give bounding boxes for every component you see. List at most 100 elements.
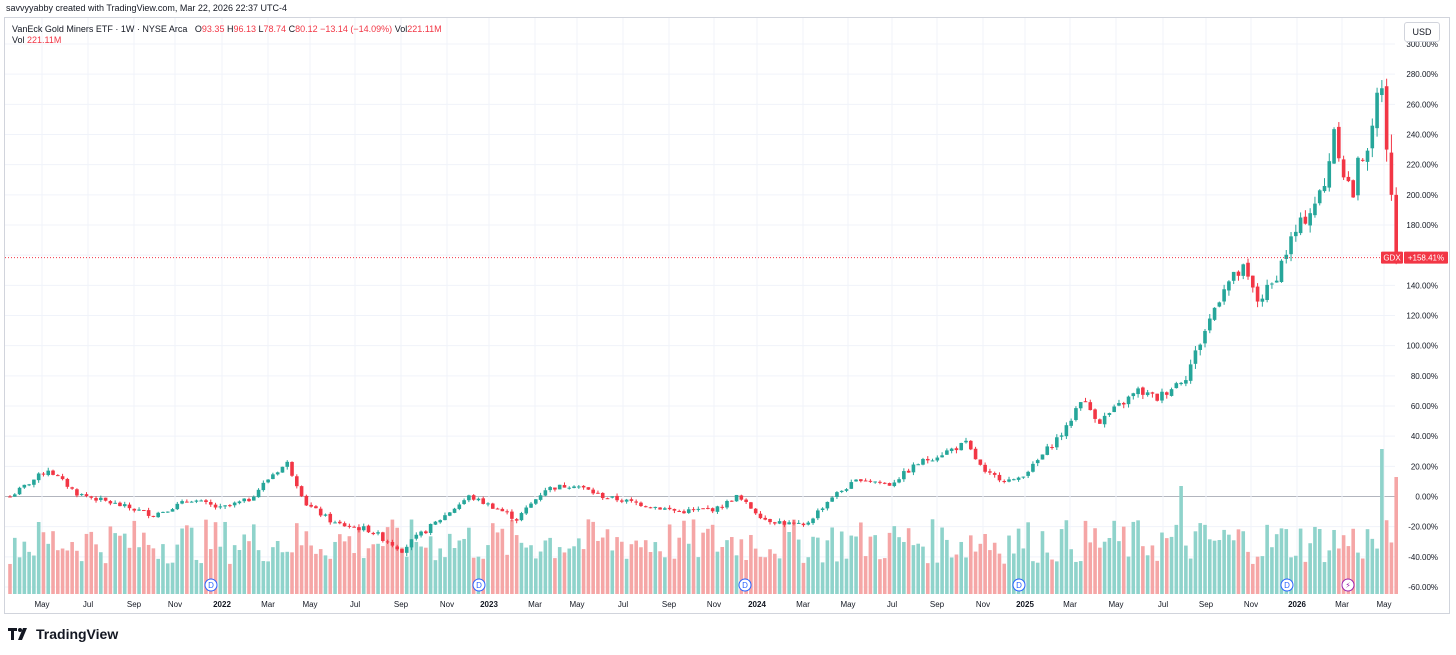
volume-bar bbox=[1351, 528, 1355, 594]
candle-body bbox=[643, 506, 648, 508]
candle-body bbox=[892, 482, 897, 487]
volume-bar bbox=[1117, 541, 1121, 594]
volume-bar bbox=[1031, 561, 1035, 594]
volume-bar bbox=[180, 528, 184, 594]
volume-bar bbox=[400, 547, 404, 594]
high-value: 96.13 bbox=[233, 24, 256, 34]
close-value: 80.12 bbox=[295, 24, 318, 34]
candle-body bbox=[1193, 350, 1198, 364]
y-tick-label: 280.00% bbox=[1406, 70, 1438, 79]
x-tick-label: 2026 bbox=[1288, 600, 1306, 609]
candle-body bbox=[32, 479, 36, 485]
candle-body bbox=[1356, 157, 1360, 196]
volume-bar bbox=[1074, 561, 1078, 594]
dividend-marker[interactable]: D bbox=[204, 578, 218, 592]
candle-layer bbox=[8, 78, 1398, 557]
dividend-marker[interactable]: D bbox=[1012, 578, 1026, 592]
candle-body bbox=[500, 508, 505, 512]
symbol-name[interactable]: VanEck Gold Miners ETF · 1W · NYSE Arca bbox=[12, 24, 188, 34]
candle-body bbox=[1136, 388, 1140, 395]
y-tick-label: 20.00% bbox=[1411, 462, 1438, 471]
candle-body bbox=[629, 499, 634, 501]
volume-bar bbox=[204, 519, 208, 594]
volume-bar bbox=[56, 550, 60, 594]
tradingview-logo[interactable]: TradingView bbox=[8, 626, 118, 642]
volume-bar bbox=[1012, 553, 1016, 594]
candle-body bbox=[572, 486, 576, 489]
volume-bar bbox=[1050, 559, 1054, 594]
volume-bar bbox=[548, 537, 552, 594]
candle-body bbox=[1021, 476, 1026, 478]
volume-bar bbox=[146, 544, 151, 594]
volume-bar bbox=[816, 537, 820, 594]
candle-body bbox=[1289, 236, 1293, 255]
candle-body bbox=[940, 455, 944, 458]
volume-bar bbox=[1131, 521, 1136, 594]
candle-body bbox=[60, 476, 65, 480]
candle-body bbox=[634, 501, 638, 503]
volume-bar bbox=[859, 522, 863, 594]
volume-bar bbox=[1384, 520, 1389, 594]
candle-body bbox=[954, 448, 959, 451]
volume-bar bbox=[409, 519, 414, 594]
volume-bar bbox=[1179, 486, 1183, 594]
candle-body bbox=[744, 499, 748, 502]
volume-bar bbox=[495, 532, 500, 594]
x-tick-label: Nov bbox=[976, 600, 990, 609]
candle-body bbox=[1265, 284, 1269, 300]
volume-bar bbox=[992, 542, 997, 594]
candle-body bbox=[366, 525, 371, 533]
volume-bar bbox=[41, 532, 46, 594]
volume-bar bbox=[553, 558, 557, 594]
candle-body bbox=[882, 482, 887, 484]
candle-body bbox=[84, 494, 89, 497]
dividend-marker[interactable]: D bbox=[1280, 578, 1294, 592]
volume-bar bbox=[672, 558, 677, 594]
candle-body bbox=[1394, 194, 1398, 258]
volume-bar bbox=[290, 552, 294, 594]
candle-body bbox=[557, 484, 562, 490]
volume-bar bbox=[1298, 528, 1303, 594]
volume-bar bbox=[868, 536, 873, 594]
dividend-marker[interactable]: D bbox=[738, 578, 752, 592]
currency-selector[interactable]: USD bbox=[1404, 22, 1440, 42]
dividend-marker[interactable]: D bbox=[472, 578, 486, 592]
volume-bar bbox=[1021, 548, 1026, 594]
volume-bar bbox=[835, 561, 839, 594]
candle-body bbox=[734, 494, 739, 502]
candle-body bbox=[605, 498, 610, 500]
candle-body bbox=[553, 487, 557, 490]
volume-bar bbox=[1360, 558, 1365, 594]
volume-bar bbox=[1150, 545, 1155, 594]
volume-bar bbox=[1332, 529, 1336, 594]
candle-body bbox=[796, 522, 801, 524]
volume-bar bbox=[1121, 526, 1126, 594]
volume-bar bbox=[414, 541, 419, 594]
split-marker[interactable]: ⚡ bbox=[1341, 578, 1355, 592]
candle-body bbox=[261, 482, 266, 491]
candle-body bbox=[806, 522, 811, 525]
volume-bar bbox=[1222, 529, 1226, 594]
volume-bar bbox=[94, 544, 98, 594]
volume-bar bbox=[433, 560, 438, 594]
candle-body bbox=[1093, 409, 1097, 419]
candle-body bbox=[137, 509, 141, 511]
volume-bar bbox=[1007, 535, 1011, 594]
volume-indicator-label[interactable]: Vol bbox=[12, 35, 25, 45]
volume-bar bbox=[988, 550, 992, 594]
volume-bar bbox=[352, 553, 356, 594]
candle-body bbox=[51, 470, 55, 475]
x-tick-label: May bbox=[302, 600, 317, 609]
candle-body bbox=[1184, 380, 1188, 384]
candle-body bbox=[581, 485, 586, 488]
volume-bar bbox=[505, 554, 509, 594]
candle-body bbox=[385, 541, 390, 543]
x-tick-label: Jul bbox=[618, 600, 628, 609]
candle-body bbox=[983, 464, 987, 472]
y-tick-label: 200.00% bbox=[1406, 191, 1438, 200]
candle-body bbox=[218, 506, 223, 508]
candle-body bbox=[290, 461, 294, 476]
volume-bar bbox=[371, 544, 376, 594]
y-tick-label: -20.00% bbox=[1408, 523, 1438, 532]
